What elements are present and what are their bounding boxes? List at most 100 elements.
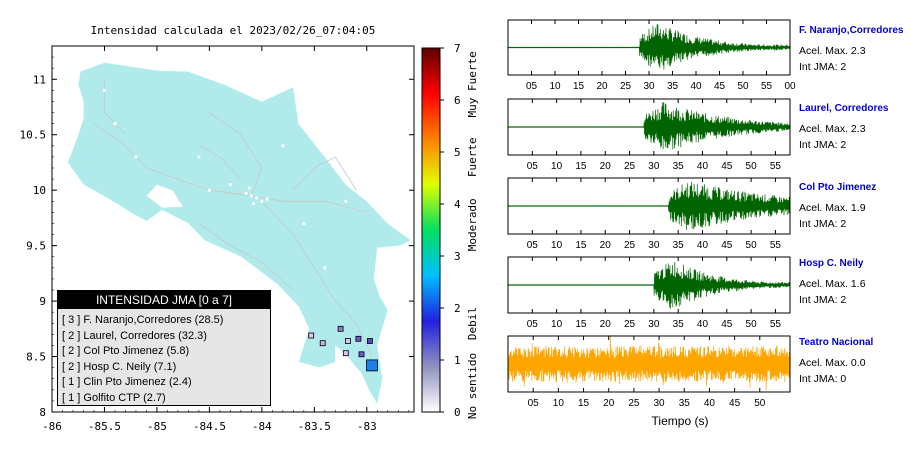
trace-x-tick-label: 30 xyxy=(648,240,660,251)
station-dot xyxy=(197,155,201,159)
road-line xyxy=(209,112,263,196)
trace-x-tick-label: 40 xyxy=(697,161,709,172)
trace-x-tick-label: 10 xyxy=(549,81,561,92)
trace-x-tick-label: 05 xyxy=(527,319,539,330)
gulf-of-nicoya xyxy=(145,184,184,209)
trace-info-laurel: Laurel, Corredores Acel. Max. 2.3 Int JM… xyxy=(799,103,888,151)
trace-x-tick-label: 15 xyxy=(575,240,587,251)
station-dot xyxy=(134,155,138,159)
trace-x-tick-label: 05 xyxy=(528,398,540,409)
trace-x-tick-label: 55 xyxy=(770,240,782,251)
trace-jma: Int JMA: 2 xyxy=(799,294,847,306)
map-y-tick-label: 9.5 xyxy=(26,240,46,253)
intensity-sensor-marker xyxy=(337,325,344,332)
trace-x-tick-label: 10 xyxy=(551,319,563,330)
trace-info-naranjo: F. Naranjo,Corredores Acel. Max. 2.3 Int… xyxy=(799,25,903,73)
trace-x-tick-label: 45 xyxy=(721,161,733,172)
trace-x-tick-label: 30 xyxy=(648,319,660,330)
trace-x-tick-label: 25 xyxy=(624,319,636,330)
trace-x-tick-label: 35 xyxy=(673,319,685,330)
trace-x-tick-label: 45 xyxy=(714,81,726,92)
trace-x-tick-label: 20 xyxy=(603,398,615,409)
station-dot xyxy=(302,221,306,226)
trace-x-tick-label: 20 xyxy=(596,81,608,92)
trace-x-tick-label: 15 xyxy=(573,81,585,92)
legend-title: INTENSIDAD JMA [0 a 7] xyxy=(58,291,270,309)
trace-x-tick-label: 55 xyxy=(770,161,782,172)
trace-x-tick-label: 25 xyxy=(624,161,636,172)
costa-rica-landmass xyxy=(67,62,412,406)
station-dot xyxy=(207,188,211,192)
trace-info-teatro: Teatro Nacional Acel. Max. 0.0 Int JMA: … xyxy=(799,337,873,385)
trace-x-tick-label: 50 xyxy=(746,319,758,330)
road-line xyxy=(198,223,294,291)
waveform-trace xyxy=(507,102,791,150)
station-dot xyxy=(244,191,248,196)
trace-info-neily: Hosp C. Neily Acel. Max. 1.6 Int JMA: 2 xyxy=(799,258,866,306)
waveform-trace xyxy=(507,181,791,231)
intensity-sensor-marker xyxy=(366,359,378,372)
map-x-tick-label: -83 xyxy=(357,420,377,433)
colorbar-tick-label: 7 xyxy=(454,42,461,55)
trace-x-tick-label: 25 xyxy=(624,240,636,251)
trace-x-tick-label: 40 xyxy=(704,398,716,409)
road-line xyxy=(261,201,373,357)
waveform-trace xyxy=(507,24,791,70)
trace-x-tick-label: 30 xyxy=(643,81,655,92)
road-line xyxy=(293,156,357,191)
map-y-tick-label: 10 xyxy=(33,184,46,197)
trace-info-jimenez: Col Pto Jimenez Acel. Max. 1.9 Int JMA: … xyxy=(799,182,876,230)
trace-max-accel: Acel. Max. 1.9 xyxy=(799,202,866,214)
trace-x-tick-label: 15 xyxy=(575,319,587,330)
trace-frame xyxy=(507,335,791,393)
map-y-tick-label: 9 xyxy=(39,295,46,308)
station-dot xyxy=(255,196,259,200)
intensity-sensor-marker xyxy=(358,351,365,358)
legend-item: [ 2 ] Laurel, Corredores (32.3) xyxy=(62,329,207,342)
colorbar-tick-label: 4 xyxy=(454,198,461,211)
map-title: Intensidad calculada el 2023/02/26_07:04… xyxy=(91,24,376,37)
intensity-sensor-marker xyxy=(344,338,351,344)
trace-x-tick-label: 35 xyxy=(673,240,685,251)
trace-x-tick-label: 15 xyxy=(575,161,587,172)
trace-x-tick-label: 55 xyxy=(770,319,782,330)
legend-item: [ 2 ] Col Pto Jimenez (5.8) xyxy=(62,345,190,357)
intensity-sensor-marker xyxy=(308,332,315,339)
intensity-sensor-marker xyxy=(366,338,373,344)
trace-jma: Int JMA: 2 xyxy=(799,218,847,230)
trace-x-tick-label: 50 xyxy=(754,398,766,409)
trace-x-tick-label: 30 xyxy=(654,398,666,409)
map-x-tick-label: -85.5 xyxy=(88,420,121,433)
colorbar-category-label: Moderado xyxy=(466,198,479,251)
trace-x-tick-label: 35 xyxy=(667,81,679,92)
station-dot xyxy=(249,194,253,198)
trace-frame xyxy=(507,177,791,235)
colorbar-tick-label: 1 xyxy=(454,354,461,367)
trace-x-tick-label: 20 xyxy=(600,240,612,251)
station-dot xyxy=(323,266,327,270)
colorbar-tick-label: 6 xyxy=(454,94,461,107)
road-line xyxy=(198,145,242,180)
trace-x-tick-label: 50 xyxy=(737,81,749,92)
trace-frame xyxy=(507,256,791,314)
waveform-trace xyxy=(507,262,791,309)
trace-jma: Int JMA: 2 xyxy=(799,61,847,73)
colorbar-category-label: No sentido xyxy=(466,353,479,419)
trace-station-name: Laurel, Corredores xyxy=(799,103,889,114)
trace-x-tick-label: 10 xyxy=(551,240,563,251)
map-x-tick-label: -84.5 xyxy=(193,420,226,433)
waveform-panels: 05 10 15 20 25 30 35 40 45 50 55 00 05 10 15 20 25 30 35 40… xyxy=(507,19,796,409)
map-y-tick-label: 11 xyxy=(33,73,46,86)
time-axis-label: Tiempo (s) xyxy=(651,414,709,428)
trace-x-tick-label: 45 xyxy=(729,398,741,409)
trace-x-tick-label: 50 xyxy=(746,161,758,172)
colorbar-tick-label: 2 xyxy=(454,302,461,315)
colorbar-tick-label: 3 xyxy=(454,250,461,263)
colorbar-category-label: Debil xyxy=(466,307,479,340)
map-y-tick-label: 10.5 xyxy=(20,129,47,142)
station-dot xyxy=(251,201,256,206)
map-frame xyxy=(51,45,415,413)
trace-x-tick-label: 45 xyxy=(721,319,733,330)
map-y-tick-label: 8.5 xyxy=(26,351,46,364)
trace-x-tick-label: 50 xyxy=(746,240,758,251)
